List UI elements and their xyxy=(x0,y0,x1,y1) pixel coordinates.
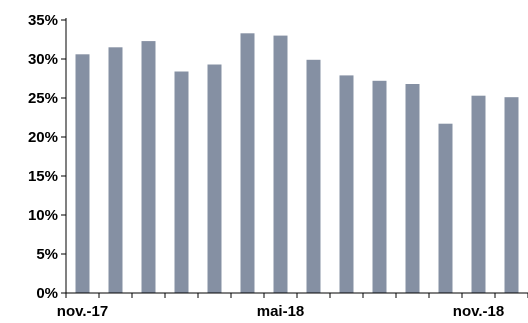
bar-12 xyxy=(471,95,486,293)
bars-group xyxy=(75,33,519,294)
bar-5 xyxy=(240,33,255,294)
bar-7 xyxy=(306,59,321,293)
y-axis-ticks: 0% 5% 10% 15% 20% 25% 30% 35% xyxy=(28,12,66,302)
y-tick-label-2: 10% xyxy=(28,207,58,224)
x-tick-label-2: nov.-18 xyxy=(453,303,504,320)
bar-3 xyxy=(174,71,189,293)
bar-1 xyxy=(108,47,123,293)
y-tick-label-7: 35% xyxy=(28,12,58,29)
bar-4 xyxy=(207,64,222,293)
bar-2 xyxy=(141,41,156,293)
y-tick-label-5: 25% xyxy=(28,90,58,107)
y-tick-label-1: 5% xyxy=(36,246,58,263)
bar-13 xyxy=(504,97,519,293)
y-tick-label-4: 20% xyxy=(28,129,58,146)
bar-10 xyxy=(405,84,420,293)
bar-0 xyxy=(75,54,90,293)
bar-11 xyxy=(438,123,453,293)
x-tick-label-0: nov.-17 xyxy=(57,303,108,320)
y-tick-label-3: 15% xyxy=(28,168,58,185)
x-tick-label-1: mai-18 xyxy=(257,303,305,320)
y-tick-label-6: 30% xyxy=(28,51,58,68)
bar-8 xyxy=(339,75,354,294)
bar-6 xyxy=(273,35,288,293)
x-axis-ticks: nov.-17 mai-18 nov.-18 xyxy=(57,293,528,320)
bar-9 xyxy=(372,80,387,293)
y-tick-label-0: 0% xyxy=(36,285,58,302)
